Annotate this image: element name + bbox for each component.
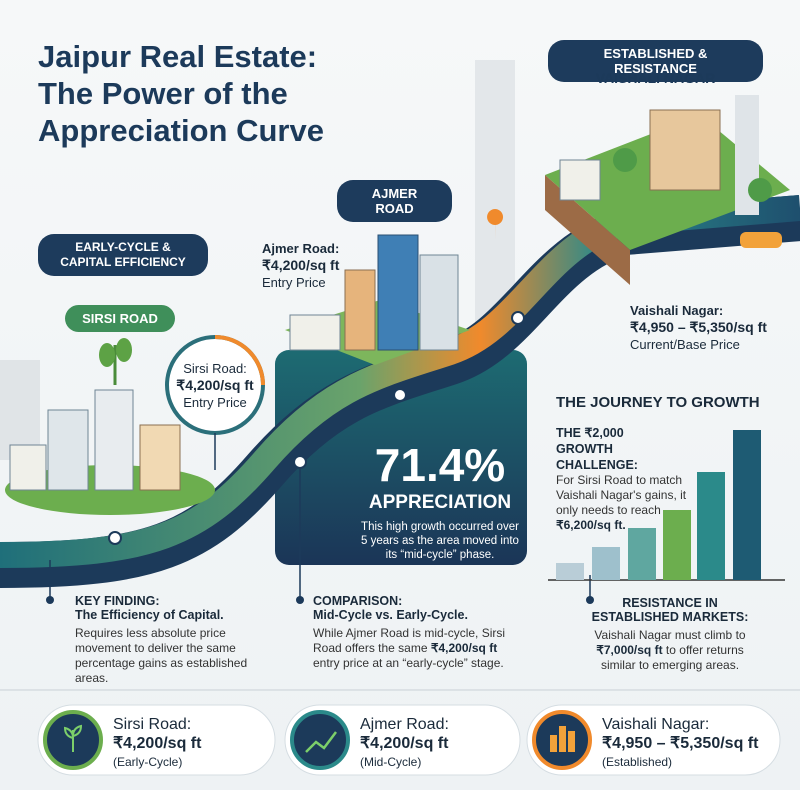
tag-name: Sirsi Road:	[183, 361, 247, 376]
finding-text: entry price at an “early-cycle” stage.	[313, 656, 504, 670]
badge-line: CAPITAL EFFICIENCY	[60, 255, 186, 269]
finding-heading: The Efficiency of Capital.	[75, 608, 224, 622]
card-stage: (Early-Cycle)	[113, 755, 183, 769]
card-name: Sirsi Road:	[113, 716, 192, 733]
challenge: THE ₹2,000 GROWTH CHALLENGE: For Sirsi R…	[556, 425, 696, 533]
finding-text: Vaishali Nagar must climb to	[594, 628, 746, 642]
challenge-text: For Sirsi Road to match Vaishali Nagar's…	[556, 473, 687, 517]
highlight: 71.4% APPRECIATION This high growth occu…	[360, 440, 520, 562]
finding-label: KEY FINDING:	[75, 594, 160, 608]
summary-card: Ajmer Road: ₹4,200/sq ft (Mid-Cycle)	[360, 715, 449, 770]
finding-heading: Mid-Cycle vs. Early-Cycle.	[313, 608, 468, 622]
card-name: Vaishali Nagar:	[602, 716, 710, 733]
card-stage: (Established)	[602, 755, 673, 769]
summary-card: Sirsi Road: ₹4,200/sq ft (Early-Cycle)	[113, 715, 201, 770]
zone-name: VAISHALI NAGAR	[595, 70, 716, 86]
badge-line: EARLY-CYCLE &	[75, 240, 171, 254]
challenge-heading: GROWTH CHALLENGE:	[556, 442, 638, 472]
title-line: The Power of the	[38, 76, 288, 111]
finding-text: While Ajmer Road is mid-cycle, Sirsi Roa…	[313, 626, 506, 655]
tag-name: Ajmer Road:	[262, 241, 340, 256]
card-stage: (Mid-Cycle)	[360, 755, 422, 769]
badge: AJMER ROAD	[337, 180, 452, 222]
highlight-label: APPRECIATION	[368, 492, 512, 513]
highlight-text: This high growth occurred over 5 years a…	[361, 521, 519, 561]
tag-price: ₹4,950 – ₹5,350/sq ft	[630, 319, 767, 335]
card-price: ₹4,200/sq ft	[360, 735, 449, 752]
highlight-figure: 71.4%	[374, 439, 506, 491]
price-tag: Ajmer Road: ₹4,200/sq ft Entry Price	[262, 240, 339, 291]
finding: KEY FINDING: The Efficiency of Capital. …	[75, 594, 270, 686]
finding-emphasis: ₹4,200/sq ft	[430, 641, 498, 655]
card-name: Ajmer Road:	[360, 716, 449, 733]
price-tag: Sirsi Road: ₹4,200/sq ft Entry Price	[167, 360, 263, 411]
finding-emphasis: ₹7,000/sq ft	[596, 643, 663, 657]
finding-heading: RESISTANCE IN	[622, 596, 718, 610]
badge: EARLY-CYCLE & CAPITAL EFFICIENCY	[38, 234, 208, 276]
tag-name: Vaishali Nagar:	[630, 303, 724, 318]
title-line: Jaipur Real Estate:	[38, 39, 318, 74]
badge: SIRSI ROAD	[65, 305, 175, 332]
title-line: Appreciation Curve	[38, 113, 324, 148]
card-price: ₹4,200/sq ft	[113, 735, 202, 752]
section-title: THE JOURNEY TO GROWTH	[556, 394, 760, 411]
finding-heading: ESTABLISHED MARKETS:	[591, 610, 749, 624]
badge: ESTABLISHED & RESISTANCE	[548, 40, 763, 82]
tag-price: ₹4,200/sq ft	[176, 377, 254, 393]
card-price: ₹4,950 – ₹5,350/sq ft	[602, 735, 759, 752]
challenge-emphasis: ₹6,200/sq ft.	[556, 518, 626, 532]
tag-price: ₹4,200/sq ft	[262, 257, 340, 273]
title: Jaipur Real Estate: The Power of the App…	[38, 38, 324, 149]
tag-note: Entry Price	[183, 395, 247, 410]
finding-text: Requires less absolute price movement to…	[75, 626, 248, 685]
price-tag: Vaishali Nagar: ₹4,950 – ₹5,350/sq ft Cu…	[630, 302, 767, 353]
challenge-heading: THE ₹2,000	[556, 426, 624, 440]
finding: RESISTANCE IN ESTABLISHED MARKETS: Vaish…	[585, 596, 755, 673]
tag-note: Entry Price	[262, 275, 326, 290]
finding-text: to offer returns similar to emerging are…	[600, 643, 744, 672]
finding: COMPARISON: Mid-Cycle vs. Early-Cycle. W…	[313, 594, 523, 671]
tag-note: Current/Base Price	[630, 337, 740, 352]
finding-label: COMPARISON:	[313, 594, 403, 608]
summary-card: Vaishali Nagar: ₹4,950 – ₹5,350/sq ft (Est…	[602, 715, 758, 770]
